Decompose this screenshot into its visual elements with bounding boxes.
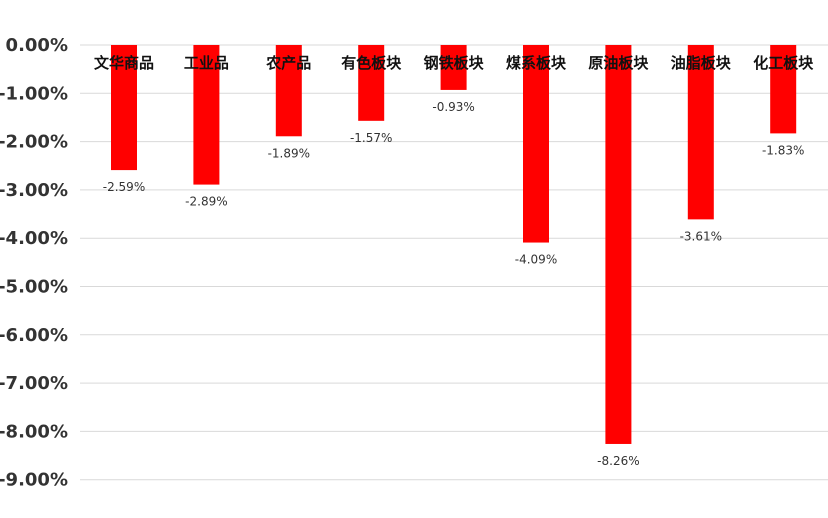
category-label: 农产品 xyxy=(265,54,311,72)
y-tick-label: 0.00% xyxy=(6,35,68,56)
category-label: 化工板块 xyxy=(753,54,814,72)
data-label: -2.89% xyxy=(185,195,227,209)
data-label: -1.83% xyxy=(762,143,804,157)
data-labels: -2.59% -2.89% -1.89% -1.57% -0.93% -4.09% -8.2… xyxy=(103,100,805,468)
data-label: -1.89% xyxy=(268,146,310,160)
category-label: 工业品 xyxy=(184,54,229,72)
bar xyxy=(358,45,385,121)
data-label: -2.59% xyxy=(103,180,145,194)
bar xyxy=(605,45,632,444)
category-label: 钢铁板块 xyxy=(424,54,485,72)
y-tick-label: -8.00% xyxy=(0,421,68,442)
data-label: -8.26% xyxy=(597,454,639,468)
bars xyxy=(111,45,797,444)
y-tick-label: -3.00% xyxy=(0,180,68,201)
bar xyxy=(440,45,467,90)
category-labels: 文华商品 工业品 农产品 有色板块 钢铁板块 煤系板块 原油板块 油脂板块 化工板块 xyxy=(94,54,814,72)
y-tick-label: -5.00% xyxy=(0,277,68,298)
y-tick-label: -9.00% xyxy=(0,470,68,491)
bar xyxy=(770,45,797,134)
category-label: 油脂板块 xyxy=(671,54,732,72)
category-label: 有色板块 xyxy=(341,54,402,72)
bar xyxy=(275,45,302,137)
data-label: -3.61% xyxy=(680,229,722,243)
data-label: -0.93% xyxy=(432,100,474,114)
data-label: -4.09% xyxy=(515,253,557,267)
bar xyxy=(523,45,549,243)
y-tick-label: -2.00% xyxy=(0,132,68,153)
y-axis: 0.00% -1.00% -2.00% -3.00% -4.00% -5.00% -6.00… xyxy=(0,35,68,491)
y-tick-label: -4.00% xyxy=(0,228,68,249)
y-tick-label: -7.00% xyxy=(0,373,68,394)
data-label: -1.57% xyxy=(350,131,392,145)
category-label: 煤系板块 xyxy=(506,54,567,72)
bar xyxy=(687,45,714,220)
category-label: 文华商品 xyxy=(94,54,154,72)
y-tick-label: -6.00% xyxy=(0,325,68,346)
bar xyxy=(111,45,137,171)
bar xyxy=(193,45,220,185)
y-tick-label: -1.00% xyxy=(0,83,68,104)
category-label: 原油板块 xyxy=(588,54,649,72)
